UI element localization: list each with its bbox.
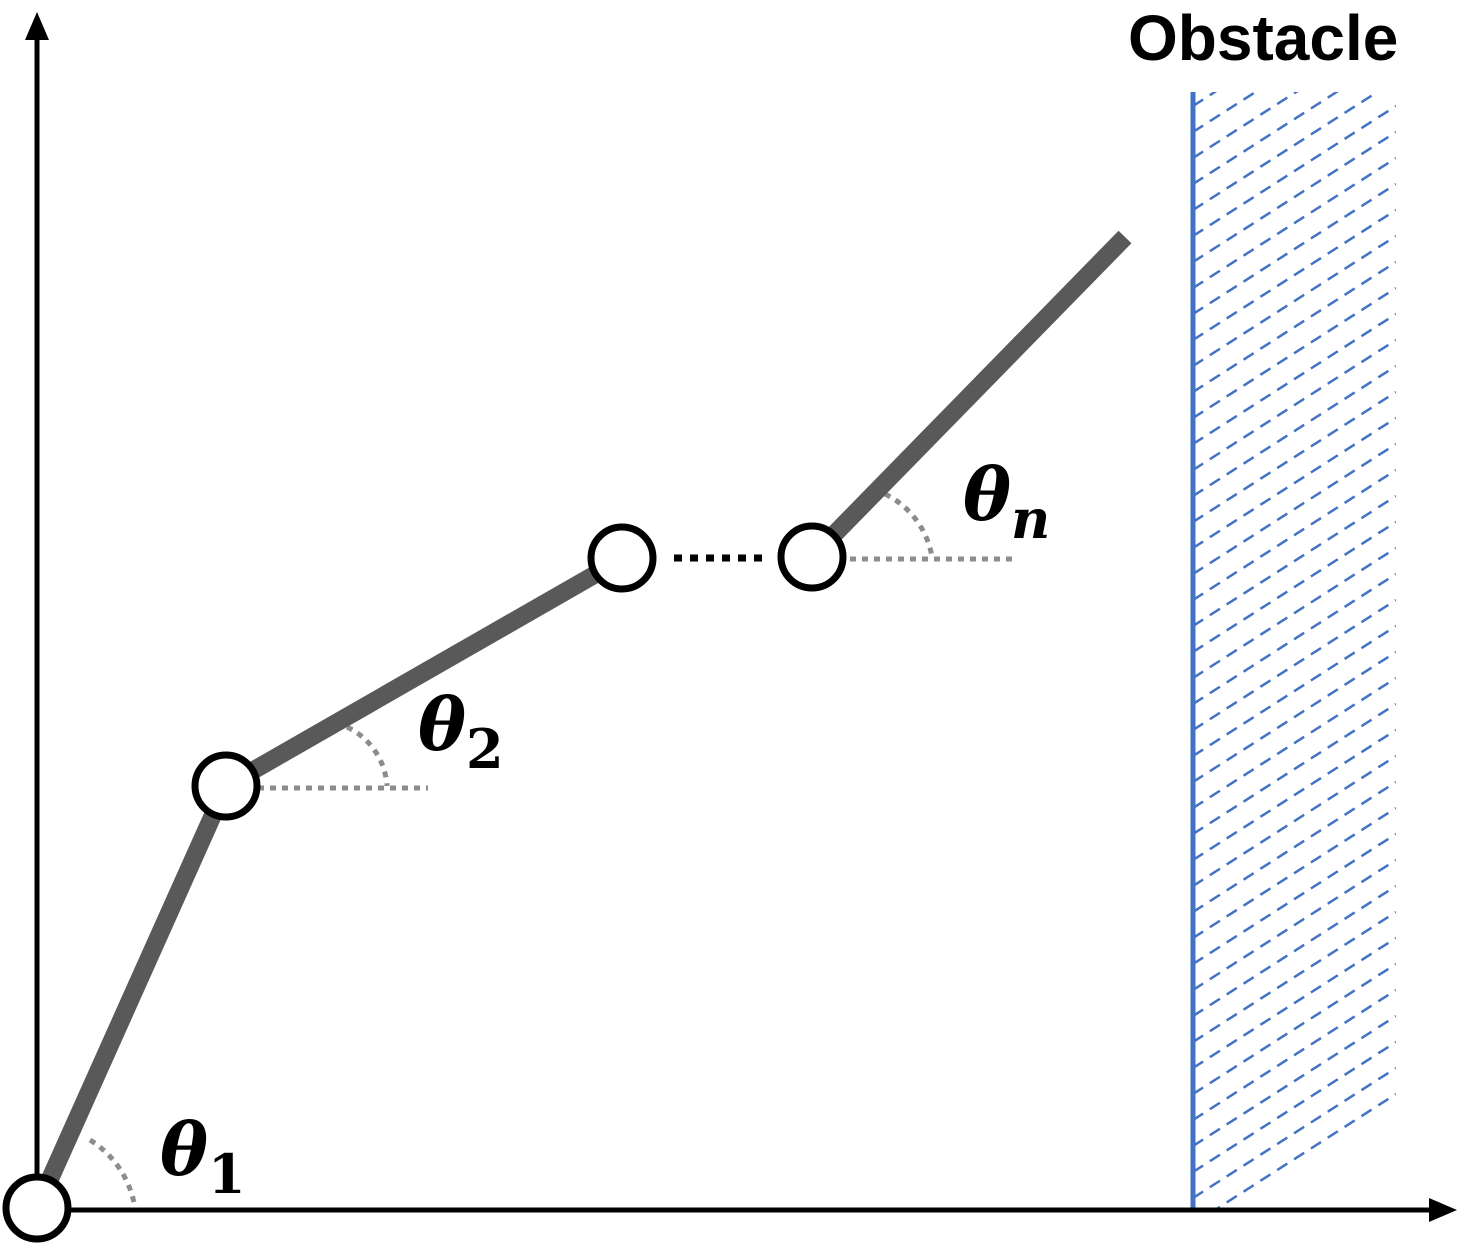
- hatch-line: [1193, 884, 1396, 1018]
- hatch-line: [1193, 988, 1396, 1122]
- hatch-line: [1193, 520, 1396, 654]
- theta1-arc: [88, 1137, 138, 1209]
- axes: [25, 12, 1457, 1222]
- joint-base: [2, 1173, 72, 1243]
- hatch-line: [1193, 92, 1380, 212]
- hatch-line: [1193, 572, 1396, 706]
- hatch-line: [1193, 962, 1396, 1096]
- hatch-line: [1212, 1092, 1396, 1210]
- hatch-line: [1193, 676, 1396, 810]
- obstacle-label: Obstacle: [1128, 2, 1398, 74]
- hatch-line: [1193, 1066, 1396, 1200]
- hatch-line: [1193, 156, 1396, 290]
- hatch-line: [1193, 702, 1396, 836]
- joint-n: [777, 522, 847, 592]
- hatch-line: [1193, 208, 1396, 342]
- hatch-line: [1193, 806, 1396, 940]
- hatch-line: [1193, 104, 1396, 238]
- hatch-line: [1193, 754, 1396, 888]
- hatch-line: [1193, 286, 1396, 420]
- links: [28, 230, 1132, 1212]
- hatch-line: [1193, 832, 1396, 966]
- hatch-line: [1193, 546, 1396, 680]
- theta2-label: θ2: [418, 682, 504, 781]
- theta1-label: θ1: [160, 1107, 246, 1206]
- hatch-line: [1193, 364, 1396, 498]
- hatch-line: [1193, 338, 1396, 472]
- joint-1: [191, 751, 261, 821]
- thetan-arc: [883, 491, 935, 558]
- hatch-line: [1193, 182, 1396, 316]
- theta2-arc: [345, 724, 390, 787]
- joint-2: [587, 523, 657, 593]
- joints: [2, 522, 847, 1243]
- hatch-line: [1193, 1014, 1396, 1148]
- hatch-line: [1193, 598, 1396, 732]
- link-2: [221, 551, 627, 794]
- obstacle-region: [1190, 92, 1396, 1210]
- hatch-line: [1193, 936, 1396, 1070]
- hatch-line: [1193, 312, 1396, 446]
- hatch-line: [1193, 234, 1396, 368]
- hatch-line: [1193, 130, 1396, 264]
- hatch-line: [1193, 260, 1396, 394]
- hatch-line: [1193, 650, 1396, 784]
- hatch-line: [1193, 468, 1396, 602]
- hatch-line: [1193, 494, 1396, 628]
- hatch-line: [1193, 910, 1396, 1044]
- thetan-label: θn: [963, 452, 1050, 551]
- link-n: [805, 230, 1132, 564]
- hatch-line: [1193, 1040, 1396, 1174]
- hatch-line: [1193, 390, 1396, 524]
- y-axis-arrowhead: [25, 12, 49, 40]
- hatch-line: [1193, 416, 1396, 550]
- hatch-line: [1193, 442, 1396, 576]
- hatch-line: [1193, 858, 1396, 992]
- hatch-line: [1193, 780, 1396, 914]
- hatch-line: [1193, 92, 1258, 134]
- obstacle-hatch: [1193, 92, 1396, 1210]
- angle-guides: [88, 491, 1018, 1209]
- hatch-line: [1193, 92, 1339, 186]
- hatch-line: [1193, 624, 1396, 758]
- x-axis-arrowhead: [1429, 1198, 1457, 1222]
- link-1: [28, 782, 235, 1212]
- hatch-line: [1193, 728, 1396, 862]
- hatch-line: [1193, 92, 1299, 160]
